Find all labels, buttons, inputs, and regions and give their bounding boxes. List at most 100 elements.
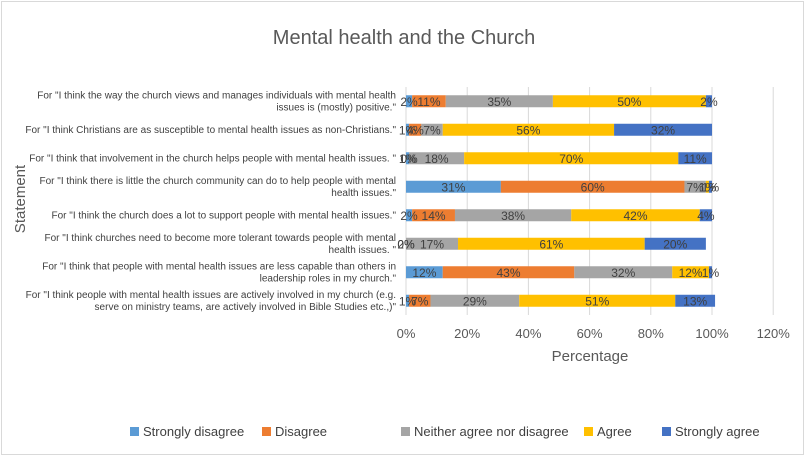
x-tick-label: 80% (638, 326, 664, 341)
bar-segment (574, 266, 673, 279)
data-label: 29% (463, 294, 487, 308)
bar-segment (409, 123, 422, 136)
legend-label: Strongly disagree (143, 424, 244, 439)
data-label: 0% (400, 152, 418, 166)
data-label: 31% (441, 180, 465, 194)
bar-segment (412, 95, 446, 108)
bar-segment (409, 152, 465, 165)
bar-segment (406, 237, 459, 250)
category-label: For "I think that involvement in the chu… (29, 153, 396, 164)
data-label: 2% (400, 209, 418, 223)
x-axis-title: Percentage (552, 348, 629, 365)
bar-segment (519, 294, 676, 307)
bar-segment (644, 237, 706, 250)
bar-segment (571, 209, 700, 222)
data-label: 11% (417, 95, 440, 109)
category-label: serve on ministry teams, are actively in… (95, 302, 397, 313)
bar-segment (672, 266, 709, 279)
data-label: 1% (702, 266, 720, 280)
data-label: 1% (399, 294, 417, 308)
category-label: For "I think people with mental health i… (26, 290, 396, 301)
bar-segment (406, 294, 410, 307)
bar-segment (406, 123, 410, 136)
data-label: 2% (397, 237, 415, 251)
data-label: 2% (700, 95, 718, 109)
data-label: 7% (411, 294, 429, 308)
category-label: For "I think that people with mental hea… (42, 261, 396, 272)
data-label: 38% (501, 209, 525, 223)
bar-segment (421, 123, 443, 136)
bar-segment (699, 209, 712, 222)
legend-swatch (401, 427, 410, 436)
data-label: 4% (407, 123, 425, 137)
category-label: For "I think the church does a lot to su… (51, 210, 396, 221)
data-label: 7% (686, 180, 704, 194)
legend-label: Agree (597, 424, 632, 439)
legend-swatch (130, 427, 139, 436)
bar-segment (406, 209, 413, 222)
bar-segment (406, 152, 410, 165)
bar-segment (406, 180, 501, 193)
bars (406, 95, 716, 307)
bar-segment (708, 180, 712, 193)
bar-segment (412, 209, 455, 222)
category-label: leadership roles in my church." (260, 273, 397, 284)
bar-segment (705, 180, 709, 193)
x-tick-labels: 0% 20% 40% 60% 80% 100% 120% (397, 326, 791, 341)
data-label: 50% (617, 95, 641, 109)
bar-segment (552, 95, 706, 108)
gridlines (405, 87, 774, 315)
bar-segment (458, 237, 645, 250)
x-tick-label: 0% (397, 326, 416, 341)
legend-label: Neither agree nor disagree (414, 424, 569, 439)
data-label: 70% (559, 152, 583, 166)
category-label: For "I think Christians are as susceptib… (25, 125, 396, 136)
data-label: 11% (684, 152, 707, 166)
data-label: 18% (425, 152, 449, 166)
category-label: issues is (mostly) positive." (276, 102, 396, 113)
data-label: 0% (397, 237, 415, 251)
data-label: 14% (422, 209, 446, 223)
x-tick-label: 100% (695, 326, 729, 341)
legend-label: Disagree (275, 424, 327, 439)
category-label: For "I think churches need to become mor… (44, 233, 396, 244)
data-label: 60% (581, 180, 605, 194)
chart-title: Mental health and the Church (273, 27, 535, 49)
legend-swatch (262, 427, 271, 436)
category-label: For "I think the way the church views an… (37, 90, 396, 101)
bar-segment (614, 123, 712, 136)
data-label: 43% (496, 266, 520, 280)
x-tick-label: 40% (515, 326, 541, 341)
data-label: 2% (400, 95, 418, 109)
category-label: health issues. " (329, 245, 397, 256)
data-label: 12% (679, 266, 703, 280)
bar-segment (684, 180, 706, 193)
data-label: 42% (623, 209, 647, 223)
x-tick-label: 60% (577, 326, 603, 341)
category-label: health issues." (331, 188, 396, 199)
data-label: 12% (412, 266, 436, 280)
data-label: 1% (702, 180, 720, 194)
data-label: 51% (585, 294, 609, 308)
bar-segment (500, 180, 685, 193)
bar-segment (430, 294, 520, 307)
bar-segment (708, 266, 712, 279)
legend-swatch (584, 427, 593, 436)
bar-segment (678, 152, 712, 165)
bar-segment (454, 209, 572, 222)
legend-label: Strongly agree (675, 424, 760, 439)
data-label: 61% (539, 237, 563, 251)
data-label: 56% (516, 123, 540, 137)
category-label: For "I think there is little the church … (39, 176, 396, 187)
data-label: 32% (651, 123, 675, 137)
data-label: 13% (683, 294, 707, 308)
category-labels: For "I think the way the church views an… (25, 90, 396, 313)
bar-segment (409, 294, 431, 307)
bar-segment (464, 152, 679, 165)
data-label: 1% (699, 180, 717, 194)
bar-segment (406, 266, 443, 279)
data-label: 35% (487, 95, 511, 109)
legend-swatch (662, 427, 671, 436)
